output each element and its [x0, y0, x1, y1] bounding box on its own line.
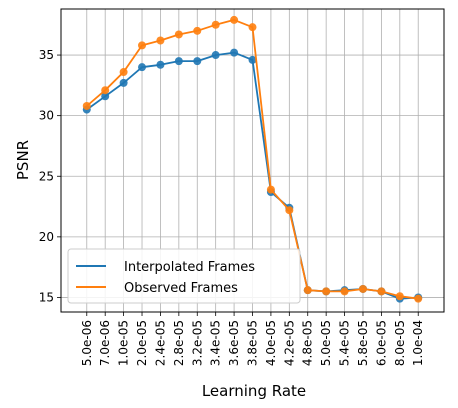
legend-label-observed: Observed Frames: [124, 281, 238, 296]
data-point: [174, 57, 183, 66]
x-tick-label: 3.8e-05: [246, 320, 260, 366]
x-tick-label: 4.0e-05: [264, 320, 278, 366]
data-point: [119, 78, 128, 87]
data-point: [248, 55, 257, 64]
series-layer: [82, 15, 423, 303]
data-point: [358, 284, 367, 293]
x-tick-label: 8.0e-05: [393, 320, 407, 366]
data-point: [211, 20, 220, 29]
x-axis: 5.0e-06 7.0e-06 1.0e-05 2.0e-05 2.4e-05 2.8e-…: [80, 312, 425, 366]
x-tick-label: 1.0e-04: [411, 320, 425, 366]
x-tick-label: 5.8e-05: [356, 320, 370, 366]
data-point: [414, 294, 423, 303]
data-point: [266, 185, 275, 194]
x-tick-label: 1.0e-05: [117, 320, 131, 366]
data-point: [138, 41, 147, 50]
data-point: [82, 101, 91, 110]
data-point: [230, 15, 239, 24]
data-point: [340, 287, 349, 296]
x-tick-label: 2.8e-05: [172, 320, 186, 366]
data-point: [377, 287, 386, 296]
data-point: [322, 287, 331, 296]
data-point: [156, 60, 165, 69]
x-tick-label: 2.4e-05: [153, 320, 167, 366]
legend-label-interpolated: Interpolated Frames: [124, 260, 255, 275]
data-point: [174, 30, 183, 39]
data-point: [193, 26, 202, 35]
y-tick-label: 35: [39, 48, 54, 62]
x-tick-label: 3.4e-05: [209, 320, 223, 366]
series-1: [82, 15, 423, 303]
x-tick-label: 5.0e-05: [319, 320, 333, 366]
y-tick-label: 25: [39, 169, 54, 183]
data-point: [211, 51, 220, 60]
y-tick-label: 20: [39, 230, 54, 244]
x-tick-label: 3.2e-05: [190, 320, 204, 366]
data-point: [101, 86, 110, 95]
x-tick-label: 2.0e-05: [135, 320, 149, 366]
data-point: [138, 63, 147, 72]
x-axis-label: Learning Rate: [202, 382, 306, 400]
x-tick-label: 4.2e-05: [282, 320, 296, 366]
x-tick-label: 5.0e-06: [80, 320, 94, 366]
data-point: [230, 48, 239, 57]
x-tick-label: 3.6e-05: [227, 320, 241, 366]
y-tick-label: 30: [39, 109, 54, 123]
data-point: [101, 92, 110, 101]
x-tick-label: 7.0e-06: [98, 320, 112, 366]
y-axis-label: PSNR: [14, 140, 32, 180]
legend: Interpolated Frames Observed Frames: [67, 248, 301, 304]
x-tick-label: 5.4e-05: [338, 320, 352, 366]
data-point: [248, 23, 257, 32]
x-tick-label: 4.8e-05: [301, 320, 315, 366]
y-axis: 15 20 25 30 35: [39, 48, 61, 304]
x-tick-label: 6.0e-05: [374, 320, 388, 366]
data-point: [285, 206, 294, 215]
data-point: [395, 292, 404, 301]
data-point: [303, 286, 312, 295]
legend-box: [67, 248, 301, 304]
data-point: [156, 36, 165, 45]
data-point: [193, 57, 202, 66]
y-tick-label: 15: [39, 290, 54, 304]
data-point: [119, 68, 128, 77]
